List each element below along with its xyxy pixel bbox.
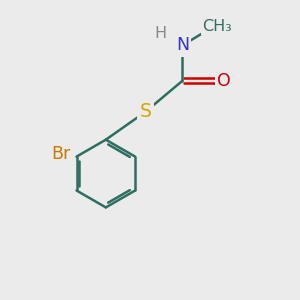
Text: H: H	[154, 26, 167, 41]
Text: O: O	[217, 72, 231, 90]
Text: N: N	[176, 37, 189, 55]
Text: S: S	[140, 102, 152, 121]
Text: Br: Br	[52, 145, 71, 163]
Text: CH₃: CH₃	[202, 19, 232, 34]
